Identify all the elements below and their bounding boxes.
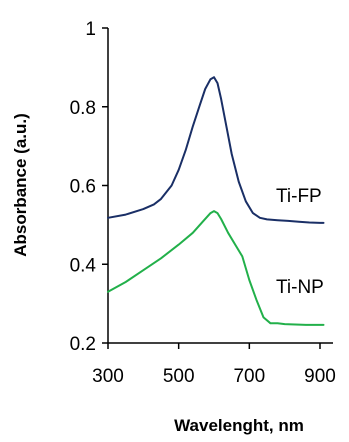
y-tick-label: 0.6 — [70, 177, 96, 198]
y-tick-label: 1 — [85, 19, 96, 40]
x-tick-label: 700 — [233, 366, 265, 387]
x-tick-label: 900 — [304, 366, 336, 387]
x-tick-label: 300 — [92, 366, 124, 387]
series-label-ti-np: Ti-NP — [276, 277, 324, 298]
series-line-ti-np — [107, 210, 325, 326]
y-tick-label: 0.4 — [70, 255, 97, 276]
series-lines — [107, 76, 325, 326]
x-tick-label: 500 — [163, 366, 195, 387]
x-ticks: 300 500 700 900 — [92, 343, 336, 387]
y-axis-title: Absorbance (a.u.) — [11, 113, 30, 257]
y-ticks: 0.2 0.4 0.6 0.8 1 — [70, 19, 108, 355]
y-tick-label: 0.2 — [70, 334, 96, 355]
series-line-ti-fp — [107, 76, 325, 224]
y-tick-label: 0.8 — [70, 98, 96, 119]
x-axis-title: Wavelenght, nm — [174, 416, 304, 435]
series-label-ti-fp: Ti-FP — [276, 186, 322, 207]
